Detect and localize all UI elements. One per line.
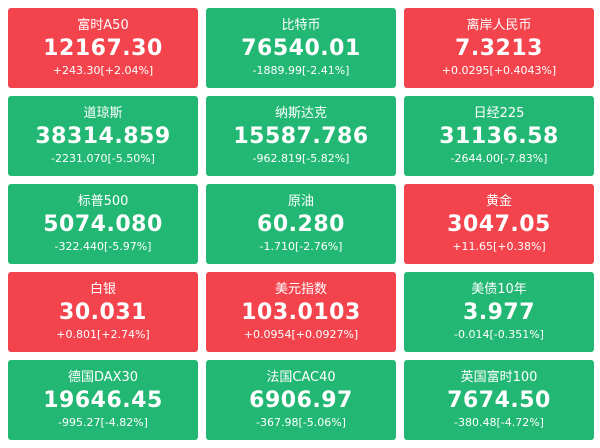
quote-price: 19646.45 [43,388,163,413]
quote-tile[interactable]: 美元指数 103.0103 +0.0954[+0.0927%] [206,272,396,352]
quote-name: 法国CAC40 [266,370,336,385]
quote-tile[interactable]: 日经225 31136.58 -2644.00[-7.83%] [404,96,594,176]
quote-change: -962.819[-5.82%] [252,152,350,165]
quote-name: 富时A50 [77,18,129,33]
quote-tile[interactable]: 道琼斯 38314.859 -2231.070[-5.50%] [8,96,198,176]
quote-tile[interactable]: 比特币 76540.01 -1889.99[-2.41%] [206,8,396,88]
quote-change: -1.710[-2.76%] [259,240,343,253]
quote-price: 3047.05 [447,212,551,237]
quote-price: 7.3213 [455,36,543,61]
quote-tile[interactable]: 原油 60.280 -1.710[-2.76%] [206,184,396,264]
quote-name: 日经225 [473,106,525,121]
quote-name: 美债10年 [471,282,527,297]
quote-tile[interactable]: 美债10年 3.977 -0.014[-0.351%] [404,272,594,352]
quote-change: -1889.99[-2.41%] [252,64,350,77]
quote-name: 道琼斯 [83,106,123,121]
quote-change: -2644.00[-7.83%] [450,152,548,165]
quote-tile[interactable]: 标普500 5074.080 -322.440[-5.97%] [8,184,198,264]
quote-change: +243.30[+2.04%] [52,64,154,77]
quote-name: 德国DAX30 [67,370,139,385]
quote-tile[interactable]: 纳斯达克 15587.786 -962.819[-5.82%] [206,96,396,176]
quote-tile[interactable]: 黄金 3047.05 +11.65[+0.38%] [404,184,594,264]
quote-change: -0.014[-0.351%] [454,328,544,341]
quote-change: +0.0295[+0.4043%] [441,64,557,77]
quote-price: 38314.859 [35,124,171,149]
quote-price: 12167.30 [43,36,163,61]
quote-tile[interactable]: 法国CAC40 6906.97 -367.98[-5.06%] [206,360,396,440]
quote-change: +0.0954[+0.0927%] [243,328,359,341]
quote-name: 黄金 [485,194,512,209]
quote-name: 比特币 [281,18,321,33]
quote-tile[interactable]: 离岸人民币 7.3213 +0.0295[+0.4043%] [404,8,594,88]
quote-tile[interactable]: 英国富时100 7674.50 -380.48[-4.72%] [404,360,594,440]
quote-price: 6906.97 [249,388,353,413]
quote-name: 标普500 [77,194,129,209]
quote-change: +11.65[+0.38%] [452,240,546,253]
quote-price: 30.031 [59,300,147,325]
quote-change: -322.440[-5.97%] [54,240,152,253]
quote-change: -367.98[-5.06%] [256,416,346,429]
quote-price: 31136.58 [439,124,559,149]
quote-name: 白银 [89,282,116,297]
quote-name: 美元指数 [274,282,327,297]
quote-change: -380.48[-4.72%] [454,416,544,429]
quote-tile[interactable]: 德国DAX30 19646.45 -995.27[-4.82%] [8,360,198,440]
quote-price: 76540.01 [241,36,361,61]
quote-change: +0.801[+2.74%] [56,328,150,341]
quote-name: 原油 [287,194,314,209]
quote-name: 纳斯达克 [274,106,327,121]
quote-price: 60.280 [257,212,345,237]
quote-change: -2231.070[-5.50%] [51,152,155,165]
quote-price: 7674.50 [447,388,551,413]
quote-change: -995.27[-4.82%] [58,416,148,429]
quote-name: 英国富时100 [460,370,538,385]
quote-price: 3.977 [462,300,536,325]
quote-tile[interactable]: 白银 30.031 +0.801[+2.74%] [8,272,198,352]
quote-price: 15587.786 [233,124,369,149]
quote-tile[interactable]: 富时A50 12167.30 +243.30[+2.04%] [8,8,198,88]
quote-price: 103.0103 [241,300,361,325]
quote-name: 离岸人民币 [466,18,532,33]
quote-price: 5074.080 [43,212,163,237]
